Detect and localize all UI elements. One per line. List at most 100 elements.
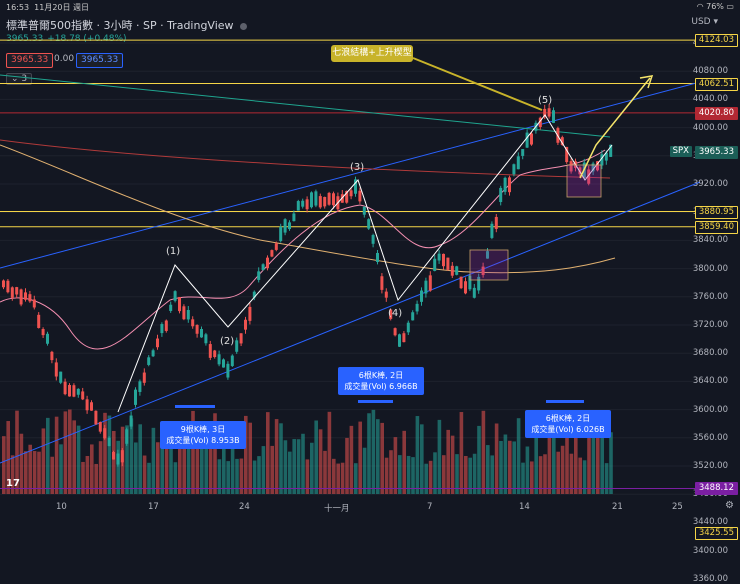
candle-body bbox=[609, 144, 613, 157]
volume-bar bbox=[530, 461, 534, 494]
time-tick: 21 bbox=[612, 502, 623, 512]
pink-moving-average bbox=[0, 149, 606, 350]
volume-bar bbox=[296, 439, 301, 494]
candle-body bbox=[90, 402, 93, 411]
volume-bar bbox=[310, 442, 314, 494]
measure-box-2[interactable]: 6根K棒, 2日 成交量(Vol) 6.966B bbox=[338, 367, 424, 395]
volume-bars bbox=[2, 409, 613, 494]
yellow-callout-line bbox=[412, 57, 543, 111]
candle-body bbox=[556, 128, 560, 143]
candle-body bbox=[362, 206, 366, 215]
candle-body bbox=[200, 329, 203, 338]
yellow-projection-arrow bbox=[579, 77, 651, 179]
volume-bar bbox=[534, 434, 538, 494]
elliott-wave-lines bbox=[117, 57, 654, 413]
candle-body bbox=[433, 258, 437, 271]
red-moving-average bbox=[0, 139, 611, 179]
candle-body bbox=[261, 264, 265, 271]
candle-body bbox=[239, 333, 243, 344]
settings-gear-icon[interactable]: ⚙ bbox=[725, 500, 734, 511]
volume-bar bbox=[578, 457, 582, 494]
candle-body bbox=[248, 306, 252, 321]
price-level-tag: 4124.03 bbox=[694, 34, 738, 48]
model-annotation-label[interactable]: 七浪結構+上升楔型 bbox=[331, 45, 413, 62]
volume-bar bbox=[266, 412, 270, 494]
teal-trendline bbox=[0, 74, 611, 138]
price-level-tag: 3425.55 bbox=[694, 526, 738, 540]
candle-body bbox=[424, 280, 428, 294]
price-chart[interactable] bbox=[0, 0, 740, 514]
volume-bar bbox=[129, 418, 134, 494]
candle-body bbox=[310, 192, 313, 208]
candle-body bbox=[169, 304, 173, 311]
candle-body bbox=[437, 253, 441, 261]
volume-bar bbox=[494, 423, 499, 494]
volume-bar bbox=[50, 456, 54, 494]
volume-bar bbox=[261, 446, 266, 494]
candle-body bbox=[50, 351, 54, 361]
buy-button[interactable]: 3965.33 bbox=[76, 53, 124, 68]
candle-body bbox=[98, 422, 102, 432]
candle-body bbox=[477, 276, 481, 291]
candle-body bbox=[156, 338, 159, 348]
volume-bar bbox=[569, 453, 574, 494]
measure-box-3[interactable]: 6根K棒, 2日 成交量(Vol) 6.026B bbox=[525, 410, 611, 438]
price-tick: 3520.00 bbox=[692, 461, 728, 471]
volume-bar bbox=[327, 411, 332, 494]
candle-body bbox=[226, 363, 230, 378]
price-level-tag: 4062.51 bbox=[694, 77, 738, 91]
chart-grid bbox=[0, 42, 700, 495]
price-readout: 3965.33 +18.78 (+0.48%) bbox=[6, 34, 127, 44]
candle-body bbox=[244, 319, 247, 330]
candle-body bbox=[393, 328, 397, 336]
candle-body bbox=[367, 219, 371, 229]
volume-bar bbox=[173, 462, 178, 494]
volume-bar bbox=[574, 430, 578, 494]
candle-body bbox=[76, 388, 80, 395]
candle-body bbox=[129, 415, 133, 427]
volume-bar bbox=[41, 428, 46, 494]
measure-box-1[interactable]: 9根K棒, 3日 成交量(Vol) 8.953B bbox=[160, 421, 246, 449]
candle-body bbox=[503, 177, 507, 192]
candle-body bbox=[481, 266, 485, 275]
currency-selector[interactable]: USD ▾ bbox=[691, 17, 718, 27]
volume-bar bbox=[217, 459, 222, 494]
candle-body bbox=[499, 187, 503, 203]
volume-bar bbox=[503, 434, 508, 494]
volume-bar bbox=[37, 451, 41, 494]
candle-body bbox=[345, 190, 349, 203]
volume-bar bbox=[239, 458, 244, 494]
volume-bar bbox=[24, 451, 28, 494]
candle-body bbox=[406, 322, 410, 333]
price-tick: 3400.00 bbox=[692, 545, 728, 556]
volume-bar bbox=[178, 448, 182, 494]
candle-body bbox=[116, 453, 120, 465]
volume-bar bbox=[226, 461, 230, 494]
price-tick: 4080.00 bbox=[692, 66, 728, 77]
volume-bar bbox=[301, 433, 305, 494]
indicators-collapse-button[interactable]: ⌄ 3 bbox=[6, 73, 33, 85]
volume-bar bbox=[516, 418, 521, 494]
chart-title[interactable]: 標準普爾500指數 · 3小時 · SP · TradingView bbox=[6, 17, 247, 33]
price-tick: 3800.00 bbox=[692, 263, 728, 274]
price-tick: 3440.00 bbox=[692, 517, 728, 528]
candle-body bbox=[182, 306, 186, 320]
wave-label-1: (1) bbox=[166, 246, 181, 257]
volume-bar bbox=[402, 430, 406, 494]
price-level-tag: 4020.80 bbox=[694, 106, 738, 120]
price-level-tag: 3880.95 bbox=[694, 205, 738, 219]
volume-bar bbox=[72, 420, 76, 494]
volume-bar bbox=[450, 435, 455, 494]
volume-bar bbox=[512, 441, 516, 494]
candle-body bbox=[327, 192, 331, 205]
spread-value: 0.00 bbox=[54, 54, 75, 64]
candle-body bbox=[208, 344, 212, 358]
candle-body bbox=[230, 355, 234, 366]
volume-bar bbox=[384, 457, 389, 494]
volume-bar bbox=[90, 444, 94, 494]
volume-bar bbox=[336, 463, 340, 494]
volume-bar bbox=[257, 456, 261, 494]
candle-body bbox=[134, 389, 137, 405]
price-tick: 3640.00 bbox=[692, 376, 728, 387]
sell-button[interactable]: 3965.33 bbox=[6, 53, 54, 68]
